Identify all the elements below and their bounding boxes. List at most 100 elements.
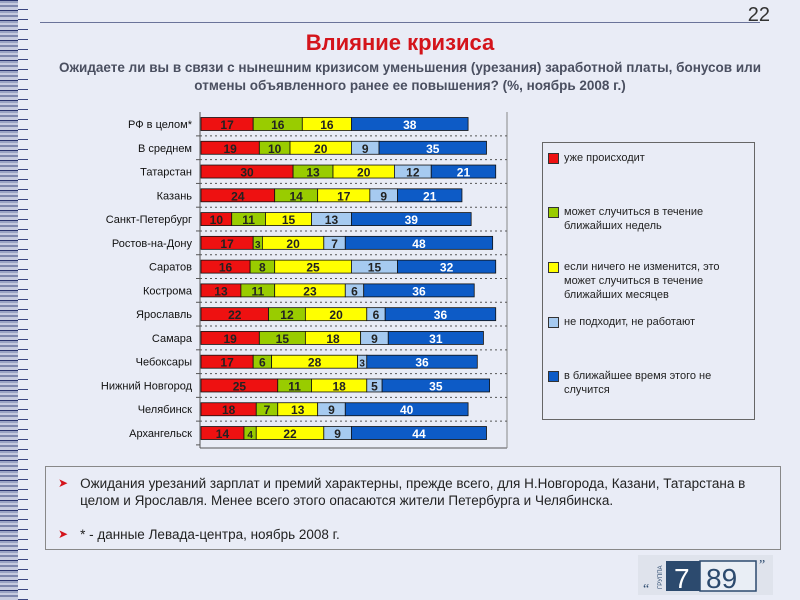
legend-swatch [548,262,559,273]
data-label: 13 [291,403,305,417]
svg-text:“: “ [643,582,649,595]
data-label: 24 [231,189,245,203]
legend-label: если ничего не изменится, это может случ… [564,261,720,301]
bar-segment [363,283,475,298]
category-label: Саратов [149,262,192,274]
note-text: Ожидания урезаний зарплат и премий харак… [80,476,746,508]
data-label: 35 [426,142,440,156]
bar-segment [344,235,494,250]
bar-segment [351,117,469,131]
bar-segment [351,212,472,226]
legend-item: в ближайшее время этого не случится [548,369,754,397]
category-label: Челябинск [138,404,192,416]
data-label: 22 [228,308,242,322]
data-label: 36 [415,356,429,370]
data-label: 9 [380,189,387,203]
decorative-ticks [18,0,28,600]
data-label: 39 [405,213,419,227]
category-label: Самара [152,333,193,345]
note-text: * - данные Левада-центра, ноябрь 2008 г. [80,527,340,542]
group-789-logo: “ ГРУППА 7 89 ” [638,555,773,595]
data-label: 28 [308,356,322,370]
data-label: 17 [220,118,234,132]
notes-box: ➤ Ожидания урезаний зарплат и премий хара… [45,466,781,550]
data-label: 13 [214,284,228,298]
data-label: 14 [289,189,303,203]
data-label: 36 [434,308,448,322]
legend-label: может случиться в течение ближайших неде… [564,206,704,232]
data-label: 9 [328,403,335,417]
data-label: 3 [359,359,365,370]
data-label: 22 [283,427,297,441]
data-label: 9 [371,332,378,346]
header-rule [40,22,760,23]
data-label: 11 [242,213,255,227]
legend-label: уже происходит [564,152,645,164]
legend-label: не подходит, не работают [564,316,695,328]
data-label: 25 [306,261,320,275]
bar-segment [387,331,484,345]
data-label: 17 [337,189,351,203]
legend-item: может случиться в течение ближайших неде… [548,205,754,233]
category-label: Чебоксары [136,357,192,369]
data-label: 44 [412,427,426,441]
data-label: 18 [326,332,340,346]
data-label: 18 [222,403,236,417]
decorative-strip [0,0,18,600]
svg-text:ГРУППА: ГРУППА [658,565,664,589]
data-label: 20 [357,166,371,180]
legend-swatch [548,371,559,382]
data-label: 3 [255,240,261,251]
category-label: Казань [157,190,193,202]
category-label: Архангельск [129,428,192,440]
data-label: 16 [271,118,285,132]
data-label: 16 [219,261,233,275]
note-item: ➤ * - данные Левада-центра, ноябрь 2008 г… [58,526,340,543]
category-label: Санкт-Петербург [106,214,192,226]
legend-item: уже происходит [548,151,645,165]
data-label: 19 [223,332,237,346]
svg-text:7: 7 [674,563,690,594]
legend-item: если ничего не изменится, это может случ… [548,260,754,302]
data-label: 11 [251,284,264,298]
category-label: Нижний Новгород [101,380,193,392]
data-label: 21 [457,166,471,180]
data-label: 38 [403,118,417,132]
legend-swatch [548,317,559,328]
legend-swatch [548,207,559,218]
bar-segment [381,378,490,393]
bar-segment [378,140,487,155]
data-label: 18 [332,379,346,393]
data-label: 9 [334,427,341,441]
data-label: 7 [264,403,271,417]
chart-legend: уже происходит может случиться в течение… [542,142,755,420]
data-label: 15 [276,332,290,346]
category-label: РФ в целом* [128,119,193,131]
data-label: 35 [429,379,443,393]
bar-segment [351,426,487,440]
category-label: Ярославль [136,309,192,321]
data-label: 20 [286,237,300,251]
data-label: 21 [423,189,437,203]
data-label: 4 [247,430,253,441]
bullet-arrow-icon: ➤ [58,476,69,490]
data-label: 40 [400,403,414,417]
data-label: 15 [282,213,296,227]
bar-segment [430,164,497,179]
data-label: 10 [268,142,282,156]
bullet-arrow-icon: ➤ [58,527,69,541]
data-label: 23 [303,284,317,298]
data-label: 19 [223,142,237,156]
data-label: 10 [210,213,224,227]
data-label: 9 [362,142,369,156]
category-label: В среднем [138,143,192,155]
data-label: 17 [220,237,234,251]
note-item: ➤ Ожидания урезаний зарплат и премий хара… [58,475,780,509]
data-label: 17 [220,356,234,370]
data-label: 36 [412,284,426,298]
bar-segment [344,402,469,417]
data-label: 6 [259,356,266,370]
category-label: Кострома [143,285,193,297]
bar-segment [384,307,497,322]
